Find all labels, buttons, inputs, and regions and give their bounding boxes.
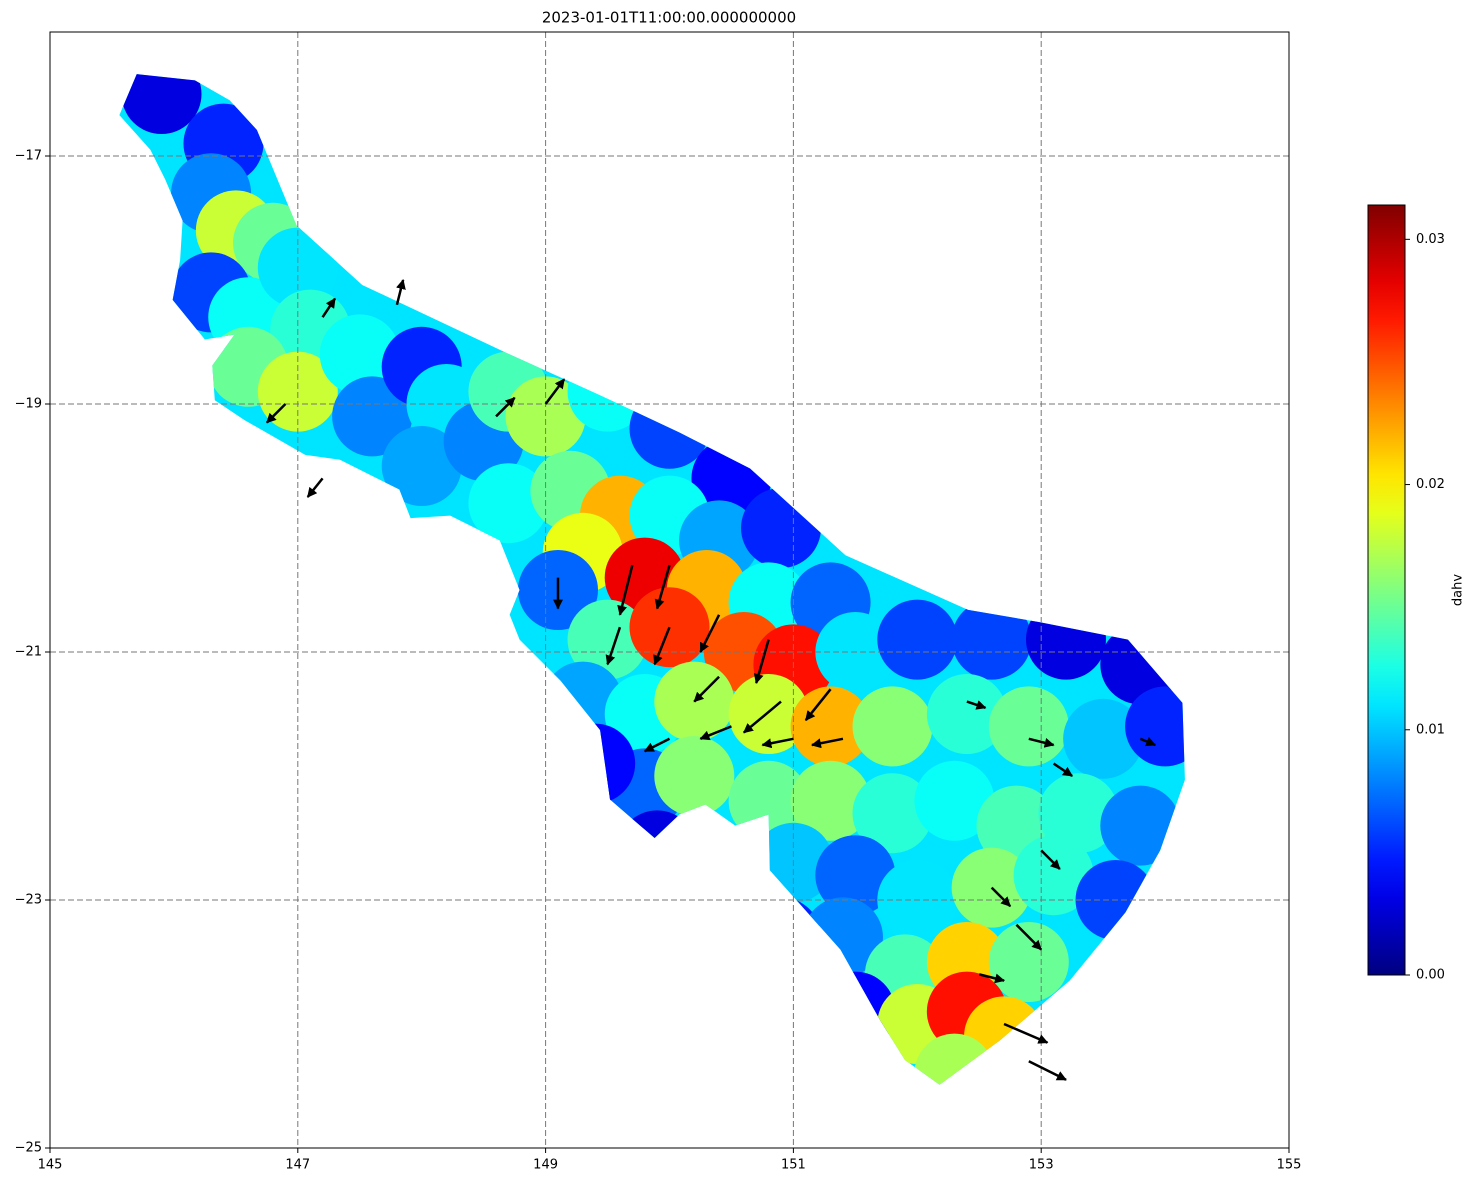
mesh-cell	[319, 314, 400, 395]
colorbar-tick-label: 0.02	[1416, 477, 1445, 492]
colorbar-tick-label: 0.03	[1416, 232, 1445, 247]
x-tick-label: 153	[1029, 1158, 1054, 1173]
mesh-cell	[988, 922, 1069, 1002]
mesh-cell	[121, 74, 202, 134]
arrow	[306, 477, 324, 498]
arrow	[1139, 736, 1157, 747]
arrow	[321, 297, 337, 318]
arrow	[699, 725, 732, 741]
arrow	[804, 688, 832, 721]
mesh-cell	[468, 463, 549, 544]
arrow	[643, 737, 671, 753]
mesh-cell	[332, 376, 413, 457]
y-tick-label: −21	[15, 645, 42, 660]
y-tick-label: −25	[15, 1141, 42, 1156]
arrow	[978, 973, 1006, 984]
arrow	[654, 564, 671, 610]
arrow	[743, 700, 782, 734]
arrow	[1028, 1060, 1067, 1081]
x-tick-label: 149	[533, 1158, 558, 1173]
arrow	[653, 626, 671, 666]
mesh-cell	[790, 686, 871, 767]
arrow	[761, 737, 794, 749]
mesh-cell	[914, 1033, 995, 1085]
arrow	[699, 614, 721, 653]
mesh-cell	[877, 599, 958, 680]
arrow	[693, 675, 720, 703]
arrow	[617, 564, 634, 616]
arrow	[810, 737, 844, 749]
mesh-cell	[654, 736, 735, 816]
arrow	[495, 396, 516, 418]
mesh-cell	[567, 599, 648, 680]
colorbar-label: dahv	[1451, 574, 1466, 606]
arrow	[990, 886, 1012, 908]
mesh-cell	[1100, 785, 1181, 866]
mesh-cell	[381, 426, 462, 506]
arrow	[1040, 849, 1061, 870]
arrow	[544, 378, 566, 405]
mesh-cell	[988, 686, 1069, 767]
mesh-cell	[1038, 773, 1119, 854]
mesh-cell	[790, 760, 871, 841]
x-tick-label: 145	[38, 1158, 63, 1173]
mesh-cell	[926, 674, 1007, 754]
arrow	[605, 626, 622, 666]
arrow	[753, 639, 770, 684]
overlay	[50, 32, 1289, 1148]
arrow	[265, 403, 287, 424]
y-tick-label: −23	[15, 893, 42, 908]
y-tick-label: −17	[15, 149, 42, 164]
chart-title: 2023-01-01T11:00:00.000000000	[542, 9, 796, 27]
axes-frame	[49, 31, 1290, 1149]
colorbar	[1367, 204, 1406, 976]
mesh-cell	[1063, 698, 1144, 779]
arrow	[1028, 737, 1055, 748]
mesh-cell	[852, 773, 933, 854]
x-tick-label: 151	[781, 1158, 806, 1173]
arrow	[966, 700, 987, 710]
x-tick-label: 147	[285, 1158, 310, 1173]
arrow	[1015, 923, 1043, 951]
colorbar-tick-label: 0.00	[1416, 968, 1445, 983]
mesh-cell	[728, 760, 809, 841]
colorbar-tick-label: 0.01	[1416, 722, 1445, 737]
x-tick-label: 155	[1277, 1158, 1302, 1173]
mesh-cell	[914, 760, 995, 841]
mesh-cell	[815, 835, 896, 916]
y-tick-label: −19	[15, 397, 42, 412]
mesh-cell	[505, 376, 586, 457]
mesh-cell	[852, 686, 933, 767]
mesh-cell	[728, 674, 809, 754]
mesh-cell	[951, 599, 1032, 680]
mesh-cell	[1013, 835, 1094, 916]
mesh-cell	[1125, 686, 1185, 767]
arrow	[1003, 1022, 1049, 1044]
arrow	[395, 279, 406, 306]
arrow	[1052, 762, 1074, 778]
